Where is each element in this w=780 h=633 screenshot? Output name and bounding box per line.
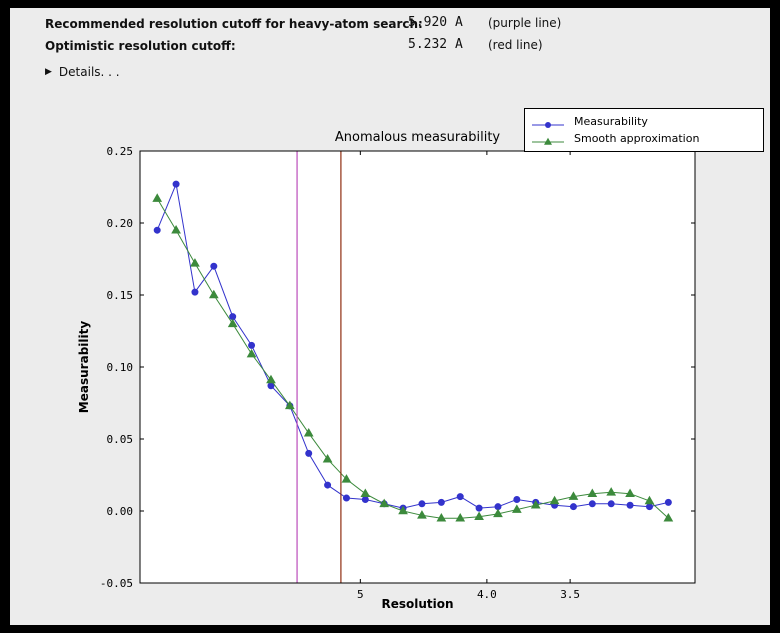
marker-circle (305, 449, 313, 457)
marker-triangle (493, 508, 503, 518)
recommended-cutoff-value: 5.920 A (408, 15, 463, 30)
header: Recommended resolution cutoff for heavy-… (45, 12, 765, 79)
legend: Measurability Smooth approximation (524, 108, 764, 152)
marker-circle (418, 500, 426, 508)
marker-circle (569, 503, 577, 511)
marker-circle (588, 500, 596, 508)
marker-triangle (606, 487, 617, 496)
marker-triangle (303, 428, 314, 437)
recommended-cutoff-note: (purple line) (488, 16, 562, 30)
legend-label-measurability: Measurability (574, 115, 648, 128)
marker-triangle (190, 258, 200, 267)
marker-circle (437, 498, 445, 506)
marker-triangle (625, 488, 635, 498)
marker-triangle (266, 374, 276, 384)
figure: 0.25 0.20 0.15 0.10 0.05 0.00 -0.05 5 4.0 3.5 Ano… (10, 100, 770, 625)
marker-triangle (663, 512, 674, 522)
plot-background (140, 151, 695, 583)
marker-triangle (152, 193, 163, 202)
marker-triangle (341, 474, 352, 483)
marker-circle (645, 503, 653, 511)
marker-triangle (511, 504, 522, 513)
marker-circle (513, 495, 521, 503)
marker-circle (342, 494, 350, 502)
x-axis-label: Resolution (381, 597, 454, 611)
marker-triangle (284, 400, 295, 410)
app-panel: Recommended resolution cutoff for heavy-… (10, 8, 770, 625)
marker-circle (626, 501, 634, 509)
marker-triangle (398, 505, 408, 515)
legend-swatch-measurability (531, 116, 565, 128)
optimistic-cutoff-note: (red line) (488, 38, 543, 52)
header-row-recommended: Recommended resolution cutoff for heavy-… (45, 12, 765, 34)
marker-circle (153, 226, 161, 234)
marker-triangle (587, 488, 598, 498)
x-tick-label: 4.0 (477, 588, 497, 601)
marker-triangle (379, 498, 390, 508)
plot-title: Anomalous measurability (334, 130, 501, 145)
marker-triangle (436, 512, 447, 522)
marker-triangle (417, 510, 427, 519)
marker-circle (210, 262, 218, 270)
marker-circle (475, 504, 483, 512)
marker-circle (664, 498, 672, 506)
legend-marker-triangle (544, 137, 552, 145)
details-label: Details. . . (58, 65, 120, 79)
marker-triangle (455, 512, 466, 522)
x-tick-label: 5 (357, 588, 364, 601)
legend-swatch-smooth-approximation (531, 133, 565, 145)
y-tick-label: 0.20 (107, 217, 134, 230)
x-tick-label: 3.5 (560, 588, 580, 601)
marker-triangle (171, 224, 181, 234)
series-line-1 (156, 198, 669, 519)
marker-circle (172, 180, 180, 188)
optimistic-cutoff-label: Optimistic resolution cutoff: (45, 39, 236, 53)
marker-circle (248, 341, 256, 349)
recommended-cutoff-label: Recommended resolution cutoff for heavy-… (45, 17, 423, 31)
legend-marker-circle (545, 121, 551, 128)
header-row-optimistic: Optimistic resolution cutoff: 5.232 A (r… (45, 34, 765, 56)
marker-circle (456, 493, 464, 501)
marker-triangle (568, 491, 579, 500)
legend-label-smooth-approximation: Smooth approximation (574, 132, 700, 145)
y-tick-label: -0.05 (100, 577, 133, 590)
marker-triangle (246, 348, 257, 358)
marker-triangle (208, 289, 219, 299)
marker-circle (607, 500, 615, 508)
y-tick-label: 0.15 (107, 289, 134, 302)
marker-circle (324, 481, 332, 489)
chart-plot-area: 0.25 0.20 0.15 0.10 0.05 0.00 -0.05 5 4.0 3.5 (100, 145, 696, 601)
marker-triangle (227, 318, 238, 328)
marker-circle (361, 495, 369, 503)
marker-circle (191, 288, 199, 296)
y-tick-label: 0.10 (107, 361, 134, 374)
y-tick-label: 0.05 (107, 433, 134, 446)
marker-triangle (322, 453, 333, 463)
marker-triangle (644, 495, 655, 505)
marker-triangle (530, 500, 541, 509)
legend-item-measurability: Measurability (531, 113, 757, 130)
legend-item-smooth-approximation: Smooth approximation (531, 130, 757, 147)
legend-swatch-svg (532, 121, 564, 128)
marker-triangle (360, 488, 371, 498)
y-tick-label: 0.00 (107, 505, 134, 518)
marker-triangle (549, 495, 560, 505)
details-toggle[interactable]: ▶ Details. . . (45, 65, 155, 79)
optimistic-cutoff-value: 5.232 A (408, 37, 463, 52)
details-disclosure-icon: ▶ (45, 67, 52, 77)
legend-swatch-svg (532, 137, 564, 145)
y-tick-label: 0.25 (107, 145, 134, 158)
series-line-0 (156, 182, 669, 509)
marker-triangle (474, 511, 484, 521)
y-axis-label: Measurability (77, 320, 91, 414)
